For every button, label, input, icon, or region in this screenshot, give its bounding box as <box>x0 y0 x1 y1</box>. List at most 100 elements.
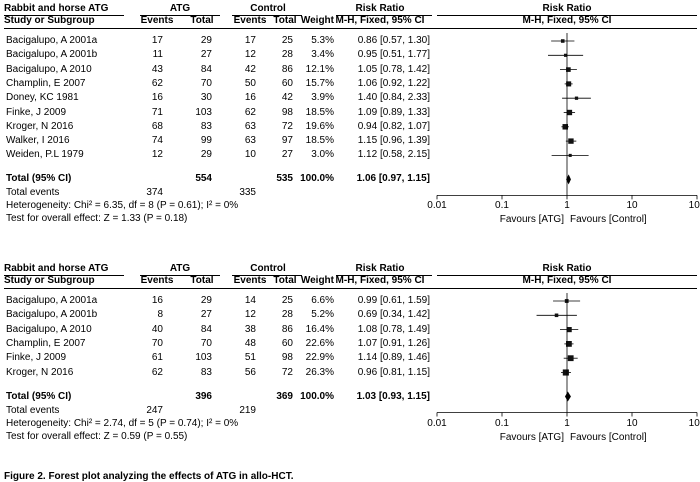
study-estimate-square <box>562 124 568 130</box>
study-ci: 1.09 [0.89, 1.33] <box>357 106 430 118</box>
atg-events: 12 <box>151 149 163 161</box>
control-total: 25 <box>281 35 293 46</box>
method-plot-header: M-H, Fixed, 95% CI <box>522 15 612 26</box>
study-header: Study or Subgroup <box>4 275 95 286</box>
header-rule-rr <box>336 275 432 276</box>
study-weight: 3.9% <box>311 92 334 104</box>
control-total: 27 <box>281 149 293 161</box>
atg-events: 43 <box>151 63 163 75</box>
atg-events: 74 <box>151 135 163 147</box>
study-ci: 1.40 [0.84, 2.33] <box>357 92 430 104</box>
control-grand-total: 535 <box>276 173 293 185</box>
header-rule-plot <box>437 275 697 276</box>
control-events-header: Events <box>233 15 267 26</box>
total-ci: 1.06 [0.97, 1.15] <box>356 173 430 185</box>
atg-total: 29 <box>200 35 212 46</box>
atg-events-header: Events <box>140 15 174 26</box>
total-events-label: Total events <box>6 187 60 199</box>
weight-header: Weight <box>300 275 334 286</box>
study-ci: 1.07 [0.91, 1.26] <box>357 337 430 349</box>
study-estimate-square <box>562 369 569 376</box>
header-bottom-rule <box>4 28 697 29</box>
study-weight: 22.6% <box>305 337 334 349</box>
study-estimate-square <box>567 355 574 362</box>
study-estimate-square <box>554 313 559 318</box>
atg-grand-total: 396 <box>195 390 212 402</box>
atg-total: 30 <box>200 92 212 104</box>
study-ci: 0.96 [0.81, 1.15] <box>357 366 430 378</box>
risk-ratio-plot-header: Risk Ratio <box>542 263 592 274</box>
overall-effect-text: Test for overall effect: Z = 0.59 (P = 0… <box>6 430 188 442</box>
control-total: 60 <box>281 77 293 89</box>
method-plot-header: M-H, Fixed, 95% CI <box>522 275 612 286</box>
method-header: M-H, Fixed, 95% CI <box>335 275 425 286</box>
x-axis-tick-label: 10 <box>626 200 638 212</box>
control-total-header: Total <box>273 15 297 26</box>
study-ci: 1.12 [0.58, 2.15] <box>357 149 430 161</box>
study-name: Weiden, P.L 1979 <box>6 149 84 161</box>
atg-total: 27 <box>200 49 212 61</box>
study-header: Study or Subgroup <box>4 15 95 26</box>
total-weight: 100.0% <box>300 173 334 185</box>
atg-events-header: Events <box>140 275 174 286</box>
atg-total-header: Total <box>190 15 214 26</box>
control-header: Control <box>250 3 286 14</box>
study-ci: 1.14 [0.89, 1.46] <box>357 352 430 364</box>
x-axis-tick-label: 1 <box>564 200 570 212</box>
study-estimate-square <box>566 327 572 333</box>
study-weight: 3.4% <box>311 49 334 61</box>
atg-events: 62 <box>151 77 163 89</box>
atg-total: 27 <box>200 309 212 321</box>
header-rule-study <box>4 275 124 276</box>
study-name: Bacigalupo, A 2001a <box>6 295 98 306</box>
favours-atg-label: Favours [ATG] <box>499 431 564 443</box>
control-total: 98 <box>281 106 293 118</box>
favours-control-label: Favours [Control] <box>570 214 647 226</box>
x-axis-tick-label: 100 <box>688 200 700 212</box>
header-rule-plot <box>437 15 697 16</box>
control-total-events: 335 <box>239 187 256 199</box>
x-axis-tick-label: 0.1 <box>495 417 509 429</box>
favours-control-label: Favours [Control] <box>570 431 647 443</box>
study-weight: 16.4% <box>305 323 334 335</box>
study-ci: 1.05 [0.78, 1.42] <box>357 63 430 75</box>
atg-total: 83 <box>200 366 212 378</box>
control-total: 42 <box>281 92 293 104</box>
control-events: 12 <box>244 49 256 61</box>
study-ci: 1.08 [0.78, 1.49] <box>357 323 430 335</box>
atg-header: ATG <box>169 263 191 274</box>
control-events: 12 <box>244 309 256 321</box>
x-axis-tick-label: 1 <box>564 417 570 429</box>
study-ci: 0.69 [0.34, 1.42] <box>357 309 430 321</box>
study-ci: 0.95 [0.51, 1.77] <box>357 49 430 61</box>
total-ci: 1.03 [0.93, 1.15] <box>356 390 430 402</box>
study-name: Kroger, N 2016 <box>6 366 74 378</box>
atg-events: 68 <box>151 120 163 132</box>
control-total: 86 <box>281 63 293 75</box>
study-estimate-square <box>566 81 572 87</box>
header-bottom-rule <box>4 288 697 289</box>
atg-total-events: 247 <box>146 404 163 416</box>
study-ci: 1.06 [0.92, 1.22] <box>357 77 430 89</box>
control-total: 28 <box>281 309 293 321</box>
study-weight: 6.6% <box>311 295 334 306</box>
control-total: 72 <box>281 120 293 132</box>
study-ci: 1.15 [0.96, 1.39] <box>357 135 430 147</box>
study-name: Kroger, N 2016 <box>6 120 74 132</box>
atg-total: 70 <box>200 337 212 349</box>
study-name: Bacigalupo, A 2010 <box>6 323 92 335</box>
study-name: Bacigalupo, A 2010 <box>6 63 92 75</box>
header-rule-atg <box>140 15 220 16</box>
study-estimate-square <box>563 53 568 57</box>
atg-total: 29 <box>200 295 212 306</box>
header-rule-control <box>232 275 302 276</box>
control-events: 17 <box>244 35 256 46</box>
heterogeneity-text: Heterogeneity: Chi² = 2.74, df = 5 (P = … <box>6 417 239 429</box>
atg-total: 103 <box>195 352 212 364</box>
study-weight: 15.7% <box>305 77 334 89</box>
study-estimate-square <box>560 39 565 43</box>
study-ci: 0.94 [0.82, 1.07] <box>357 120 430 132</box>
control-total: 86 <box>281 323 293 335</box>
x-axis-tick-label: 0.01 <box>427 417 447 429</box>
